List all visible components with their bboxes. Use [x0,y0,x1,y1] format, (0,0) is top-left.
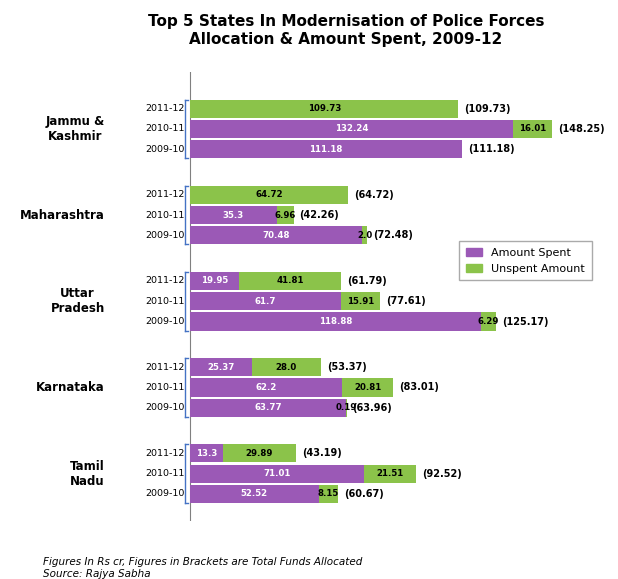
Text: 132.24: 132.24 [335,124,368,133]
Text: (109.73): (109.73) [464,104,511,113]
Text: Jammu &
Kashmir: Jammu & Kashmir [46,115,105,143]
Bar [364,464,417,483]
Bar [341,292,380,310]
Bar [481,313,496,331]
Text: (42.26): (42.26) [300,210,339,220]
Text: 70.48: 70.48 [263,231,290,240]
Text: 2009-10: 2009-10 [145,231,184,240]
Text: 13.3: 13.3 [196,449,217,458]
Bar [514,120,552,138]
Bar [362,226,367,244]
Text: 6.96: 6.96 [274,211,295,219]
Text: (61.79): (61.79) [347,276,387,286]
Text: Uttar
Pradesh: Uttar Pradesh [51,287,105,315]
Bar [190,120,514,138]
Bar [190,226,362,244]
Text: 15.91: 15.91 [347,297,374,306]
Text: 2009-10: 2009-10 [145,317,184,326]
Text: 2010-11: 2010-11 [145,124,184,133]
Bar [239,272,341,290]
Text: 111.18: 111.18 [310,145,343,153]
Text: 2010-11: 2010-11 [145,297,184,306]
Text: Tamil
Nadu: Tamil Nadu [70,460,105,488]
Text: 21.51: 21.51 [376,469,404,478]
Text: (72.48): (72.48) [373,230,413,240]
Text: 28.0: 28.0 [276,362,297,372]
Text: 29.89: 29.89 [245,449,273,458]
Text: 52.52: 52.52 [241,489,268,499]
Text: (53.37): (53.37) [327,362,366,372]
Text: 2009-10: 2009-10 [145,489,184,499]
Bar [190,292,341,310]
Text: 2011-12: 2011-12 [145,277,184,285]
Bar [190,485,318,503]
Text: (111.18): (111.18) [468,144,515,154]
Text: 118.88: 118.88 [319,317,352,326]
Text: 62.2: 62.2 [256,383,277,392]
Text: 61.7: 61.7 [255,297,276,306]
Text: (92.52): (92.52) [422,468,462,479]
Text: 2009-10: 2009-10 [145,145,184,153]
Text: 63.77: 63.77 [255,403,282,412]
Text: Karnataka: Karnataka [36,381,105,394]
Text: Maharashtra: Maharashtra [20,208,105,222]
Bar [190,379,342,397]
Text: 2010-11: 2010-11 [145,383,184,392]
Text: 41.81: 41.81 [276,277,304,285]
Text: 2011-12: 2011-12 [145,190,184,199]
Text: 8.15: 8.15 [318,489,339,499]
Text: 35.3: 35.3 [222,211,244,219]
Text: 2011-12: 2011-12 [145,362,184,372]
Text: 2011-12: 2011-12 [145,104,184,113]
Text: 6.29: 6.29 [478,317,499,326]
Text: 2.0: 2.0 [357,231,373,240]
Bar [190,464,364,483]
Text: (125.17): (125.17) [502,317,549,327]
Text: 2011-12: 2011-12 [145,449,184,458]
Bar [190,313,481,331]
Text: Figures In Rs cr, Figures in Brackets are Total Funds Allocated
Source: Rajya Sa: Figures In Rs cr, Figures in Brackets ar… [43,557,363,578]
Bar [190,100,459,118]
Text: 16.01: 16.01 [519,124,546,133]
Text: 2010-11: 2010-11 [145,469,184,478]
Text: 25.37: 25.37 [208,362,235,372]
Text: 20.81: 20.81 [354,383,381,392]
Bar [190,444,222,463]
Bar [190,358,252,376]
Text: 2010-11: 2010-11 [145,211,184,219]
Text: 2009-10: 2009-10 [145,403,184,412]
Text: (43.19): (43.19) [302,448,342,459]
Text: (83.01): (83.01) [399,383,439,393]
Text: 71.01: 71.01 [263,469,290,478]
Bar [222,444,296,463]
Text: 109.73: 109.73 [308,104,341,113]
Text: 64.72: 64.72 [255,190,283,199]
Text: 19.95: 19.95 [201,277,228,285]
Text: 0.19: 0.19 [336,403,357,412]
Text: (148.25): (148.25) [559,124,605,134]
Bar [190,272,239,290]
Text: (63.96): (63.96) [353,403,392,413]
Text: Top 5 States In Modernisation of Police Forces
Allocation & Amount Spent, 2009-1: Top 5 States In Modernisation of Police … [148,14,544,47]
Bar [252,358,321,376]
Text: (60.67): (60.67) [345,489,384,499]
Bar [190,206,276,224]
Bar [276,206,294,224]
Bar [190,140,462,158]
Text: (64.72): (64.72) [355,190,394,200]
Bar [190,186,349,204]
Bar [318,485,339,503]
Bar [190,399,346,417]
Bar [342,379,393,397]
Legend: Amount Spent, Unspent Amount: Amount Spent, Unspent Amount [459,241,592,280]
Text: (77.61): (77.61) [386,296,426,306]
